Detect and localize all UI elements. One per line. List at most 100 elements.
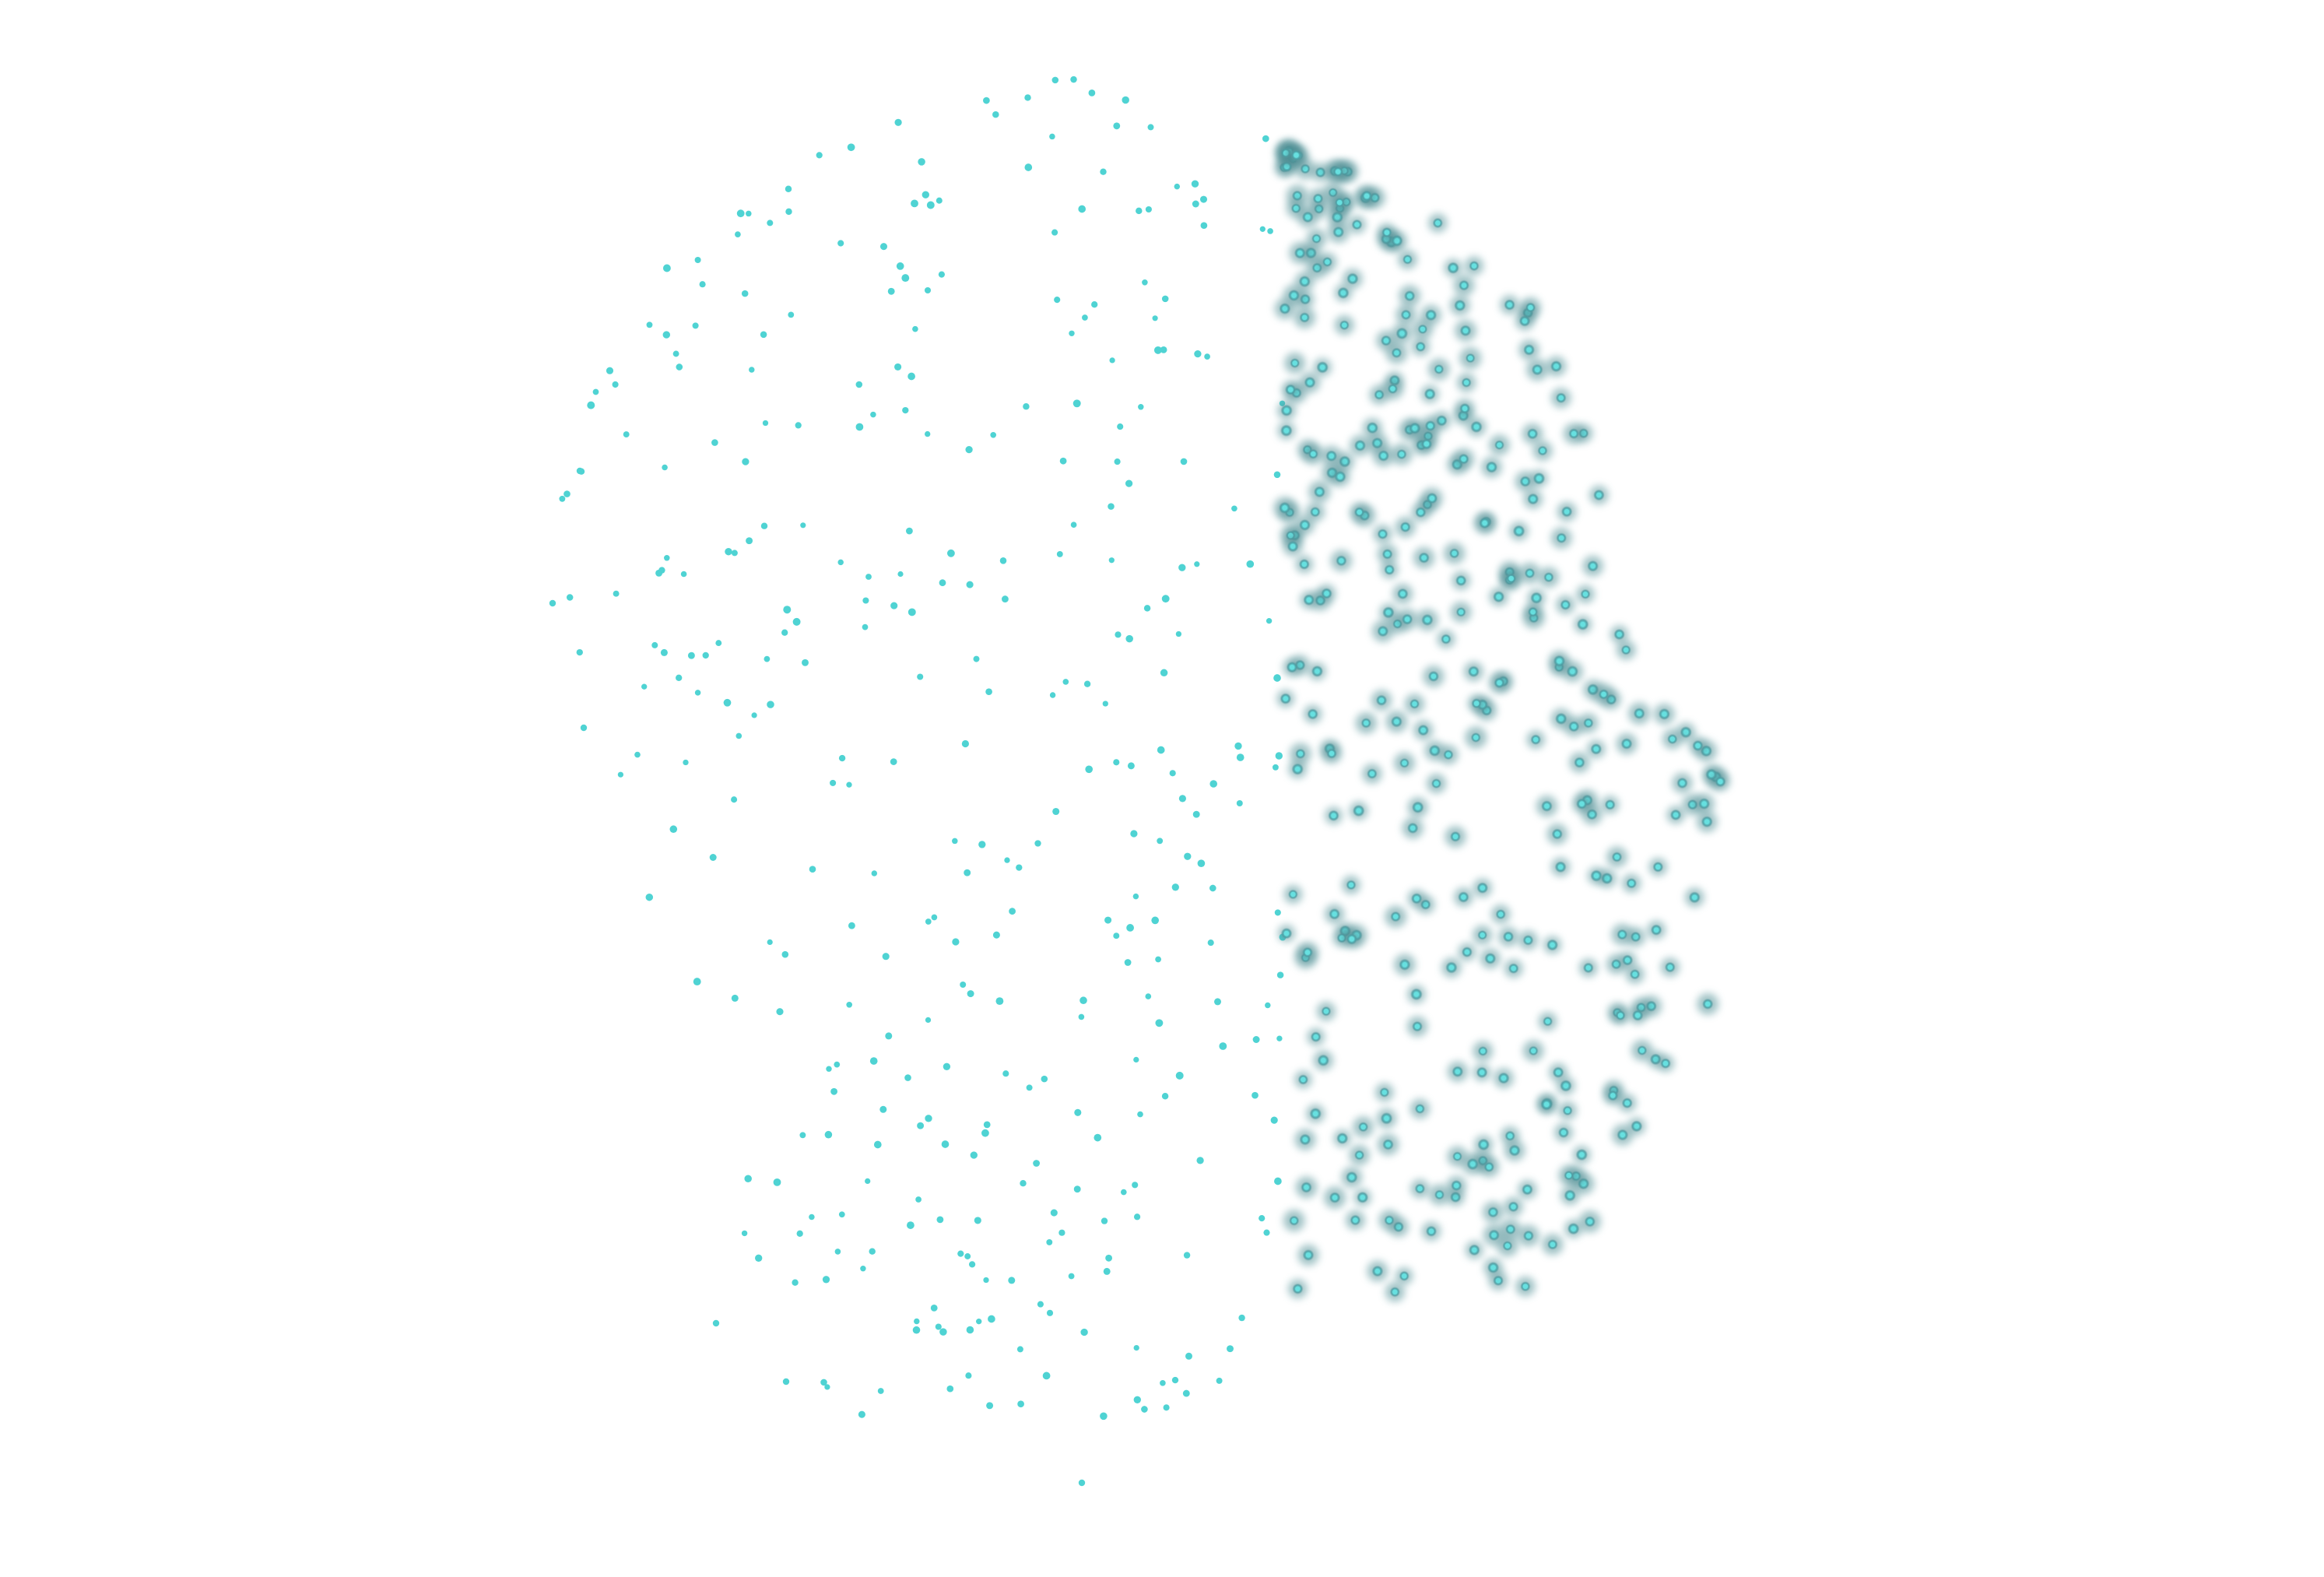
- glowing-point: [1277, 925, 1296, 943]
- glowing-point: [1504, 959, 1523, 978]
- sharp-point: [1033, 1160, 1041, 1167]
- sharp-point: [669, 825, 678, 833]
- sharp-point: [869, 1057, 878, 1065]
- glowing-point: [1483, 1258, 1503, 1277]
- sharp-point: [1125, 634, 1133, 643]
- glowing-point: [1283, 658, 1301, 676]
- sharp-point: [1169, 770, 1176, 777]
- sharp-point: [877, 1388, 884, 1394]
- sharp-point: [870, 411, 876, 418]
- glowing-point: [1313, 358, 1332, 377]
- sharp-point: [785, 185, 792, 192]
- glowing-point: [1413, 720, 1434, 740]
- sharp-point: [931, 914, 938, 921]
- sharp-point: [1274, 1177, 1282, 1185]
- glowing-point: [1308, 662, 1326, 680]
- sharp-point: [1142, 279, 1148, 286]
- glowing-point: [1385, 711, 1408, 732]
- sharp-point: [1070, 522, 1077, 529]
- glowing-point: [1288, 760, 1307, 778]
- sharp-point: [1196, 1157, 1204, 1164]
- sharp-point: [1160, 1380, 1166, 1386]
- glowing-point: [1306, 228, 1327, 249]
- glowing-point: [1648, 858, 1667, 876]
- glowing-point: [1576, 585, 1595, 603]
- sharp-point: [917, 1122, 925, 1129]
- sharp-point: [1191, 180, 1199, 188]
- sharp-point: [990, 431, 997, 438]
- sharp-point: [968, 1261, 976, 1268]
- glowing-point: [1480, 948, 1501, 969]
- glowing-point: [1589, 485, 1609, 505]
- sharp-point: [1102, 701, 1108, 707]
- sharp-point: [1155, 1019, 1164, 1027]
- sharp-point: [809, 1213, 815, 1221]
- glowing-point: [1410, 1179, 1430, 1198]
- sharp-point: [846, 1001, 853, 1008]
- glowing-point: [1445, 826, 1466, 848]
- sharp-point: [723, 698, 732, 707]
- sharp-point: [692, 322, 699, 329]
- glowing-point: [1473, 878, 1492, 897]
- sharp-point: [999, 557, 1007, 564]
- glowing-point: [1283, 1210, 1305, 1231]
- sharp-point: [782, 1378, 790, 1386]
- sharp-point: [911, 199, 918, 208]
- sharp-point: [820, 1379, 827, 1386]
- glowing-point: [1672, 773, 1693, 793]
- glowing-point: [1376, 330, 1396, 351]
- glowing-point: [1287, 146, 1305, 164]
- sharp-point: [988, 1315, 995, 1323]
- sharp-point: [1194, 349, 1202, 358]
- glowing-point: [1327, 221, 1350, 243]
- sharp-point: [887, 287, 895, 295]
- sharp-point: [914, 1318, 920, 1325]
- sharp-point: [559, 495, 566, 502]
- sharp-point: [741, 290, 749, 297]
- glowing-point: [1394, 954, 1416, 975]
- glowing-point: [1427, 774, 1446, 794]
- sharp-point: [1113, 759, 1120, 766]
- sharp-point: [617, 771, 624, 778]
- sharp-point: [1070, 76, 1077, 83]
- sharp-point: [1088, 90, 1096, 97]
- glowing-point: [1409, 1099, 1430, 1119]
- sharp-point: [1200, 222, 1208, 230]
- glowing-point: [1526, 358, 1549, 381]
- sharp-point: [651, 641, 658, 648]
- glowing-point: [1444, 258, 1462, 277]
- sharp-point: [1263, 1229, 1270, 1236]
- sharp-point: [1259, 226, 1266, 232]
- glowing-point: [1308, 188, 1329, 209]
- sharp-point: [1124, 959, 1132, 966]
- sharp-point: [966, 1326, 974, 1334]
- sharp-point: [1046, 1309, 1054, 1316]
- sharp-point: [580, 724, 588, 732]
- glowing-point: [1407, 889, 1426, 908]
- glowing-point: [1318, 252, 1337, 272]
- glowing-point: [1303, 443, 1324, 465]
- sharp-point: [834, 1061, 841, 1068]
- sharp-point: [1016, 864, 1023, 871]
- sharp-point: [725, 547, 732, 556]
- sharp-point: [946, 549, 955, 557]
- sharp-point: [879, 243, 888, 251]
- sharp-point: [1209, 884, 1216, 892]
- glowing-point: [1462, 1153, 1483, 1175]
- sharp-point: [966, 581, 974, 588]
- glowing-points-layer: [1273, 139, 1730, 1302]
- sharp-point: [1034, 840, 1041, 847]
- sharp-point: [885, 1032, 893, 1040]
- sharp-point: [699, 281, 706, 288]
- glowing-point: [1572, 794, 1592, 813]
- glowing-point: [1466, 417, 1487, 437]
- sharp-point: [1266, 618, 1273, 624]
- glowing-point: [1452, 571, 1471, 590]
- glowing-point: [1350, 502, 1369, 522]
- glowing-point: [1420, 385, 1439, 403]
- sharp-point: [1171, 883, 1179, 891]
- glowing-point: [1295, 555, 1314, 574]
- sharp-point: [742, 458, 750, 465]
- sharp-point: [687, 652, 695, 659]
- glowing-point: [1349, 1145, 1370, 1165]
